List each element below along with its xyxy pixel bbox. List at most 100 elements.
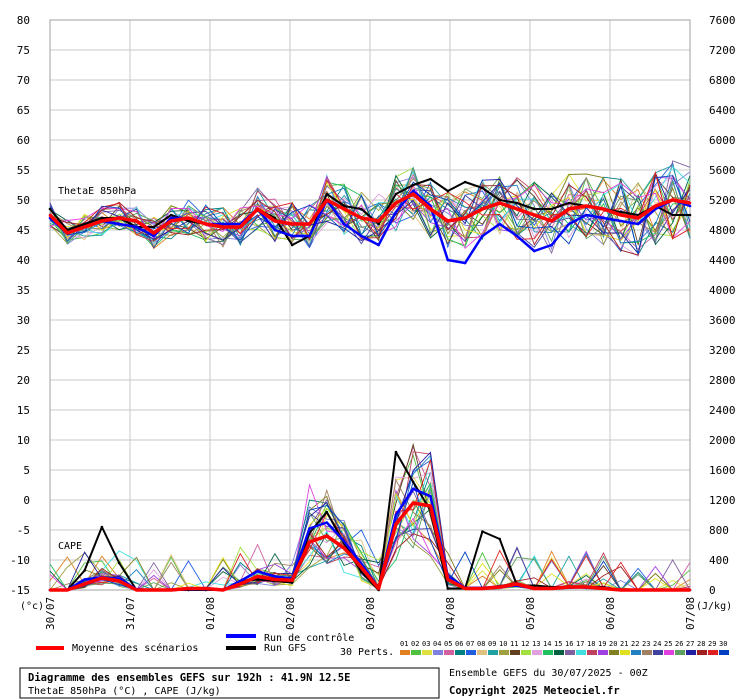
x-tick-label: 01/08	[204, 597, 217, 630]
cape-label: CAPE	[58, 541, 82, 552]
cape-control-point	[325, 521, 329, 524]
pert-swatch	[708, 650, 718, 655]
pert-code-label: 22	[631, 640, 639, 648]
theta-control-point	[394, 210, 398, 214]
right-tick-label: 4000	[709, 284, 736, 297]
cape-mean-point	[498, 585, 502, 589]
right-tick-label: 400	[709, 554, 729, 567]
theta-mean-point	[394, 201, 398, 205]
theta-mean-point	[446, 219, 450, 223]
cape-mean-point	[152, 588, 156, 592]
theta-mean-point	[481, 207, 484, 211]
pert-swatch	[587, 650, 597, 655]
right-tick-label: 3600	[709, 314, 736, 327]
x-tick-label: 07/08	[684, 597, 697, 630]
x-tick-label: 04/08	[444, 597, 457, 630]
pert-swatch	[543, 650, 553, 655]
theta-control-point	[550, 243, 553, 247]
theta-gfs-point	[342, 204, 346, 208]
theta-gfs-point	[671, 213, 675, 217]
right-tick-label: 6400	[709, 104, 736, 117]
pert-code-label: 12	[521, 640, 529, 648]
theta-mean-point	[550, 219, 553, 223]
right-tick-label: 7200	[709, 44, 736, 57]
pert-swatch	[488, 650, 498, 655]
theta-control-point	[498, 222, 502, 226]
pert-code-label: 27	[686, 640, 694, 648]
pert-code-label: 15	[554, 640, 562, 648]
cape-mean-point	[481, 587, 484, 590]
theta-gfs-point	[187, 219, 190, 223]
pert-swatch	[686, 650, 696, 655]
cape-control-point	[308, 527, 311, 530]
theta-mean-point	[273, 219, 277, 223]
pert-swatch	[400, 650, 410, 655]
theta-control-point	[273, 228, 277, 232]
left-tick-label: 35	[17, 284, 30, 297]
theta-control-point	[619, 219, 623, 223]
theta-mean-point	[688, 201, 692, 205]
pert-code-label: 30	[719, 640, 727, 648]
theta-mean-point	[135, 219, 138, 223]
pert-code-label: 13	[532, 640, 540, 648]
theta-mean-point	[411, 192, 415, 196]
theta-mean-point	[187, 216, 190, 220]
pert-code-label: 20	[609, 640, 617, 648]
pert-code-label: 08	[477, 640, 485, 648]
pert-code-label: 29	[708, 640, 716, 648]
footer-subtitle: ThetaE 850hPa (°C) , CAPE (J/kg)	[28, 686, 221, 697]
theta-mean-point	[290, 222, 294, 226]
pert-swatch	[433, 650, 443, 655]
cape-mean-point	[377, 587, 380, 590]
theta-control-point	[342, 222, 346, 226]
cape-control-point	[411, 487, 415, 491]
cape-mean-point	[325, 534, 329, 538]
cape-mean-point	[65, 588, 69, 592]
x-tick-label: 05/08	[524, 597, 537, 630]
left-tick-label: 10	[17, 434, 30, 447]
theta-control-point	[360, 234, 363, 238]
theta-mean-point	[117, 216, 121, 220]
theta-gfs-point	[48, 207, 52, 211]
theta-gfs-point	[290, 243, 294, 247]
right-tick-label: 2000	[709, 434, 736, 447]
legend-perts-label: 30 Perts.	[340, 647, 394, 658]
pert-swatch	[653, 650, 663, 655]
right-tick-label: 2400	[709, 404, 736, 417]
cape-mean-point	[256, 575, 259, 578]
theta-control-point	[602, 216, 605, 220]
theta-gfs-point	[688, 213, 692, 217]
cape-mean-line	[50, 501, 690, 592]
cape-mean-point	[48, 588, 52, 592]
left-tick-label: 80	[17, 14, 30, 27]
right-tick-label: 1600	[709, 464, 736, 477]
x-tick-label: 31/07	[124, 597, 137, 630]
pert-code-label: 05	[444, 640, 452, 648]
cape-mean-point	[671, 588, 675, 592]
theta-control-point	[221, 222, 225, 226]
plot-border	[49, 19, 691, 591]
theta-mean-point	[636, 216, 640, 220]
right-tick-label: 5200	[709, 194, 736, 207]
pert-swatch	[719, 650, 729, 655]
cape-gfs-point	[481, 530, 484, 533]
pert-swatch	[554, 650, 564, 655]
theta-gfs-point	[100, 216, 104, 220]
left-tick-label: 15	[17, 404, 30, 417]
right-tick-label: 6800	[709, 74, 736, 87]
pert-swatch	[697, 650, 707, 655]
theta-gfs-point	[515, 201, 519, 205]
right-tick-label: 800	[709, 524, 729, 537]
pert-swatch	[631, 650, 641, 655]
legend-control-label: Run de contrôle	[264, 632, 354, 644]
right-tick-label: 1200	[709, 494, 736, 507]
cape-gfs-point	[498, 537, 502, 541]
pert-swatch	[510, 650, 520, 655]
left-tick-label: 5	[23, 464, 30, 477]
left-tick-label: 70	[17, 74, 30, 87]
left-tick-label: 40	[17, 254, 30, 267]
right-axis-ticks: 0 400 800 1200 1600 2000 2400 2800 3200 3600 4000 4…	[709, 14, 736, 597]
left-tick-label: 75	[17, 44, 30, 57]
theta-gfs-point	[446, 189, 450, 193]
theta-mean-point	[169, 219, 173, 223]
